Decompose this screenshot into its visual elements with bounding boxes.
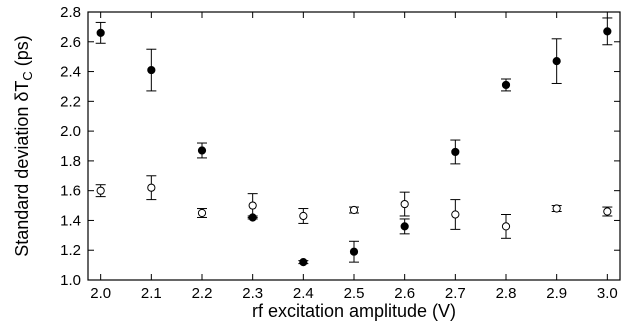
data-point-filled [97, 29, 104, 36]
data-point-filled [350, 248, 357, 255]
x-tick-label: 2.8 [496, 285, 517, 302]
x-tick-label: 2.6 [394, 285, 415, 302]
data-marks [96, 18, 613, 266]
y-axis-label-subscript: C [20, 71, 35, 80]
y-tick-label: 2.2 [60, 93, 81, 110]
x-tick-label: 2.2 [192, 285, 213, 302]
data-point-open [401, 200, 408, 207]
data-point-open [452, 211, 459, 218]
series-open [96, 176, 613, 239]
y-axis: 1.0 1.2 1.4 1.6 1.8 2.0 2.2 2.4 2.6 2.8 [60, 4, 620, 289]
y-tick-label: 1.8 [60, 153, 81, 170]
data-point-open [553, 205, 560, 212]
data-point-open [502, 223, 509, 230]
data-point-filled [198, 147, 205, 154]
data-point-open [198, 209, 205, 216]
data-point-filled [148, 66, 155, 73]
y-tick-label: 2.8 [60, 4, 81, 21]
y-axis-label-unit: (ps) [12, 35, 32, 71]
series-filled [96, 18, 613, 266]
x-tick-label: 2.0 [90, 285, 111, 302]
y-axis-label: Standard deviation δTC (ps) [12, 35, 35, 257]
data-point-open [148, 184, 155, 191]
y-axis-label-main: Standard deviation δT [12, 81, 32, 257]
data-point-filled [553, 58, 560, 65]
data-point-filled [452, 148, 459, 155]
y-tick-label: 1.0 [60, 272, 81, 289]
data-point-open [249, 202, 256, 209]
data-point-open [97, 187, 104, 194]
y-tick-label: 2.6 [60, 34, 81, 51]
data-point-open [350, 206, 357, 213]
data-point-open [604, 208, 611, 215]
data-point-filled [401, 223, 408, 230]
data-point-open [300, 212, 307, 219]
y-tick-label: 1.4 [60, 212, 81, 229]
data-point-filled [300, 259, 307, 266]
data-point-filled [604, 28, 611, 35]
x-tick-label: 3.0 [597, 285, 618, 302]
x-tick-label: 2.7 [445, 285, 466, 302]
data-point-filled [502, 81, 509, 88]
y-tick-label: 2.4 [60, 64, 81, 81]
y-tick-label: 1.6 [60, 183, 81, 200]
x-tick-label: 2.4 [293, 285, 314, 302]
y-tick-label: 1.2 [60, 242, 81, 259]
x-tick-label: 2.9 [546, 285, 567, 302]
plot-frame [88, 12, 620, 280]
x-axis-label: rf excitation amplitude (V) [252, 301, 456, 321]
x-tick-label: 2.5 [344, 285, 365, 302]
x-tick-label: 2.1 [141, 285, 162, 302]
x-tick-label: 2.3 [242, 285, 263, 302]
y-tick-label: 2.0 [60, 123, 81, 140]
